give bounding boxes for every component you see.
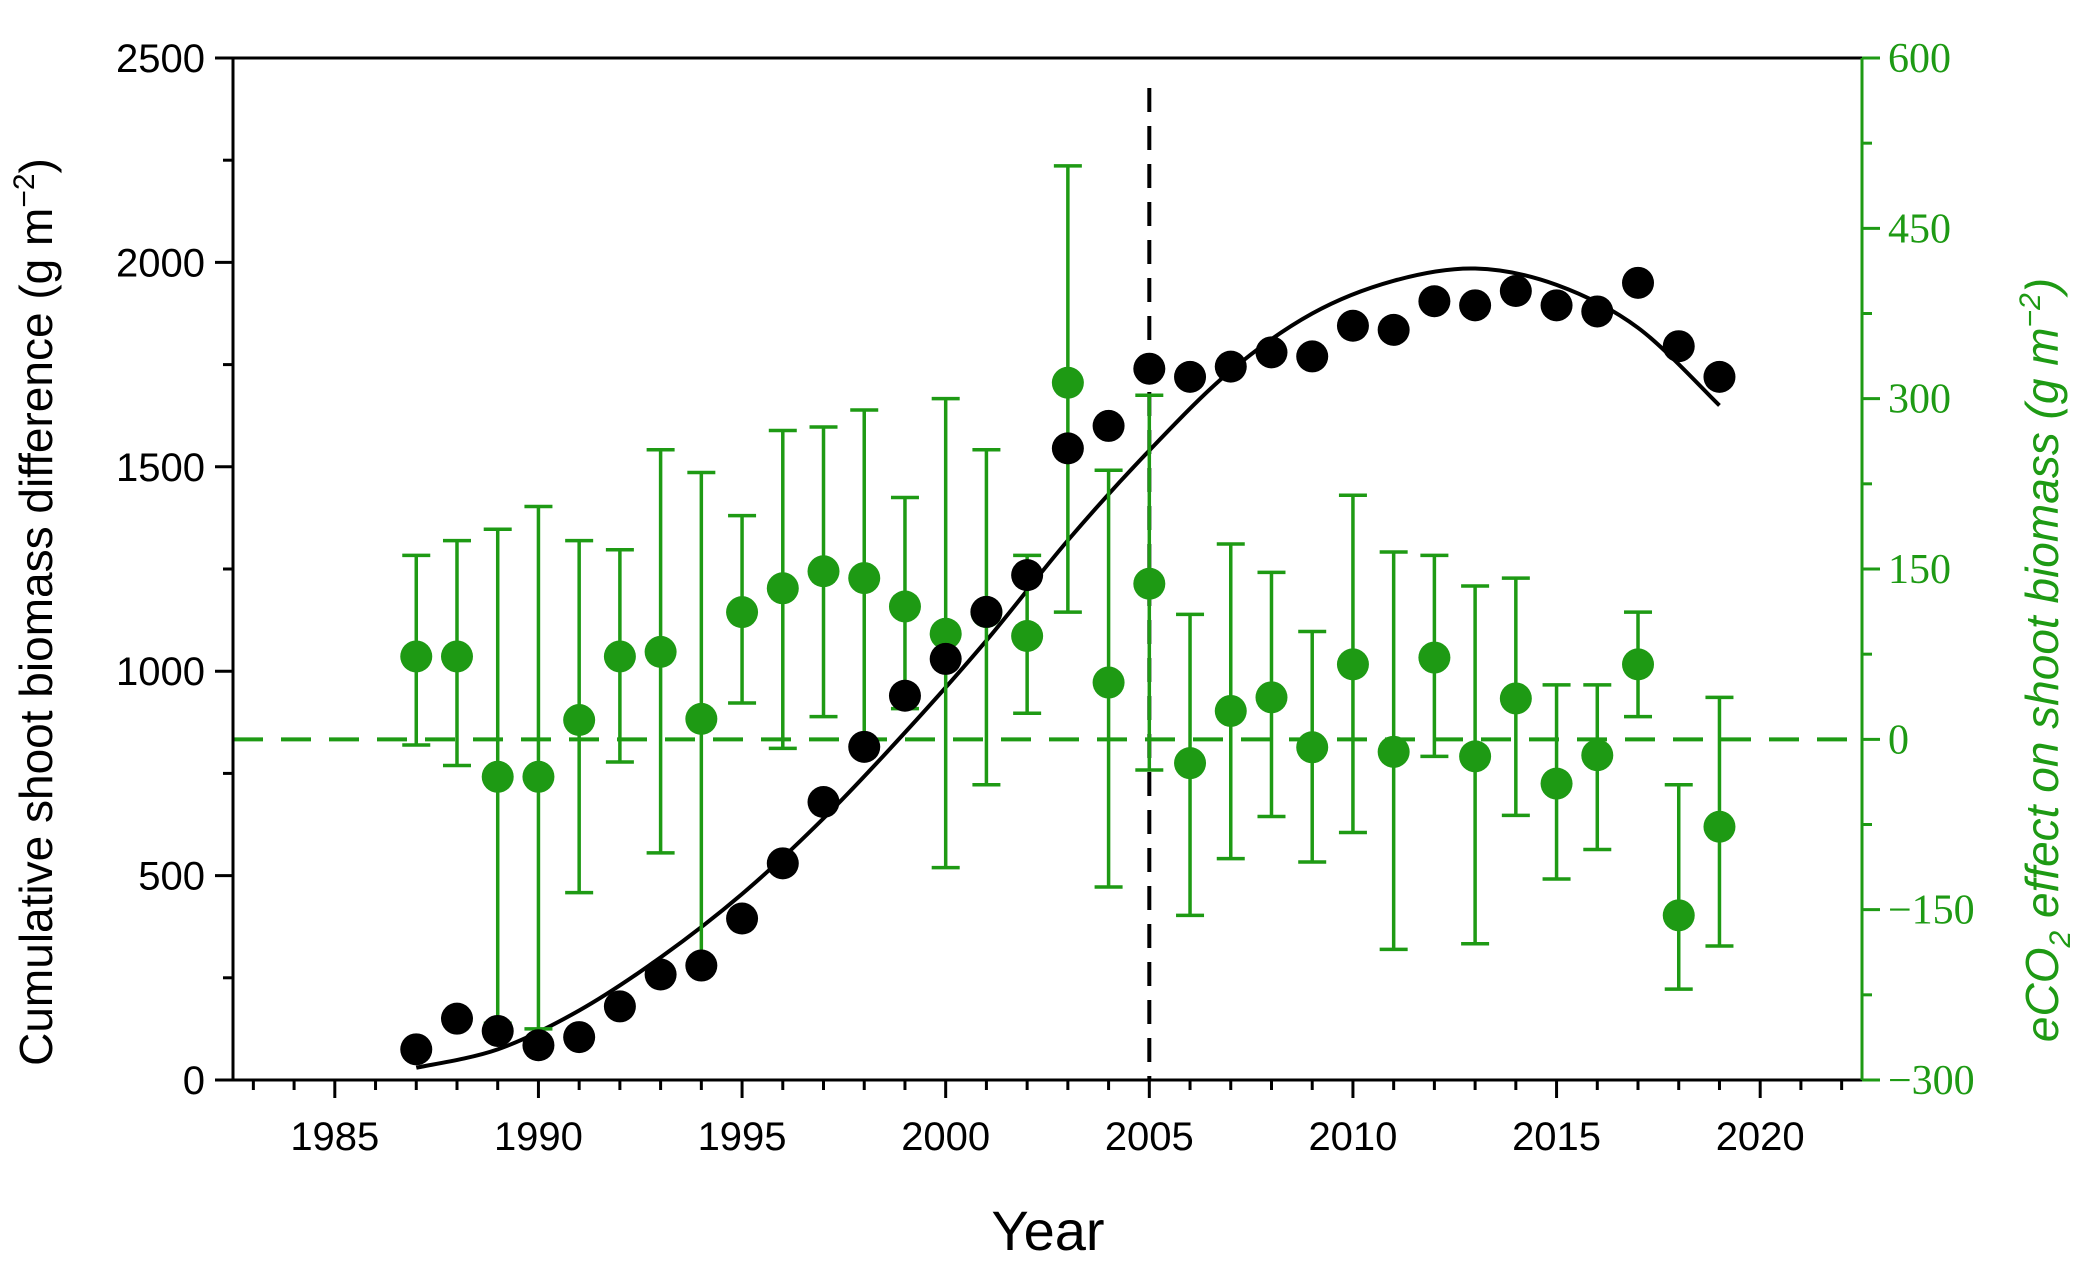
reference-lines-layer (233, 88, 1862, 1080)
eco2-point (848, 562, 881, 595)
x-tick-label: 2005 (1105, 1115, 1194, 1159)
y-tick-label: 0 (183, 1059, 205, 1103)
cumulative-point (807, 786, 840, 819)
y-tick-label: 2000 (116, 241, 205, 285)
cumulative-point (1255, 336, 1288, 369)
eco2-point (1336, 648, 1369, 681)
eco2-point (1377, 735, 1410, 768)
cumulative-point (522, 1029, 555, 1062)
eco2-point (1133, 567, 1166, 600)
x-tick-label: 2010 (1308, 1115, 1397, 1159)
eco2-point (440, 640, 473, 673)
cumulative-point (1540, 289, 1573, 322)
eco2-point (685, 702, 718, 735)
eco2-point (1255, 681, 1288, 714)
cumulative-point (1296, 340, 1329, 373)
eco2-point (1051, 366, 1084, 399)
cumulative-point (563, 1021, 596, 1054)
eco2-point (1459, 740, 1492, 773)
eco2-series-layer (400, 164, 1736, 1031)
eco2-point (807, 555, 840, 588)
cumulative-point (603, 990, 636, 1023)
cumulative-point (1459, 289, 1492, 322)
cumulative-point (766, 847, 799, 880)
cumulative-point (1051, 432, 1084, 465)
eco2-point (603, 640, 636, 673)
cumulative-point (1377, 313, 1410, 346)
cumulative-point (726, 902, 759, 935)
cumulative-point (929, 642, 962, 675)
eco2-point (1703, 810, 1736, 843)
y2-tick-label: 600 (1888, 36, 1951, 82)
cumulative-point (440, 1002, 473, 1035)
y2-tick-label: 150 (1888, 547, 1951, 593)
y2-tick-label: 0 (1888, 717, 1909, 763)
cumulative-point (400, 1033, 433, 1066)
cumulative-point (644, 958, 677, 991)
eco2-point (1296, 731, 1329, 764)
x-tick-label: 1985 (290, 1115, 379, 1159)
cumulative-point (1214, 350, 1247, 383)
eco2-point (929, 617, 962, 650)
cumulative-point (1703, 360, 1736, 393)
cumulative-point (1581, 295, 1614, 328)
cumulative-point (1662, 330, 1695, 363)
y2-tick-label: −300 (1888, 1058, 1975, 1104)
eco2-point (1662, 899, 1695, 932)
y-tick-label: 1500 (116, 446, 205, 490)
y2-axis-title: eCO2 effect on shoot biomass (g m−2) (2014, 278, 2077, 1042)
y2-tick-label: −150 (1888, 888, 1975, 934)
cumulative-point (1174, 360, 1207, 393)
eco2-point (1011, 619, 1044, 652)
eco2-point (1092, 666, 1125, 699)
axis-labels-layer: Year Cumulative shoot biomass difference… (8, 158, 2077, 1262)
cumulative-point (970, 595, 1003, 628)
cumulative-point (685, 949, 718, 982)
eco2-point (1581, 739, 1614, 772)
cumulative-point (481, 1014, 514, 1047)
x-tick-label: 2020 (1716, 1115, 1805, 1159)
cumulative-point (1011, 559, 1044, 592)
cumulative-point (1092, 409, 1125, 442)
cumulative-point (888, 679, 921, 712)
eco2-point (563, 704, 596, 737)
eco2-point (1540, 767, 1573, 800)
eco2-point (400, 640, 433, 673)
eco2-point (766, 572, 799, 605)
cumulative-point (1336, 309, 1369, 342)
eco2-point (1214, 694, 1247, 727)
eco2-point (726, 596, 759, 629)
y-tick-label: 1000 (116, 650, 205, 694)
x-tick-label: 2015 (1512, 1115, 1601, 1159)
eco2-point (1418, 641, 1451, 674)
eco2-point (888, 590, 921, 623)
cumulative-point (1133, 352, 1166, 385)
eco2-point (1174, 747, 1207, 780)
cumulative-point (1622, 266, 1655, 299)
eco2-point (1499, 682, 1532, 715)
y2-tick-label: 300 (1888, 377, 1951, 423)
eco2-point (1622, 648, 1655, 681)
x-tick-label: 2000 (901, 1115, 990, 1159)
y-tick-label: 500 (138, 855, 205, 899)
cumulative-series-layer (400, 266, 1736, 1066)
cumulative-point (1499, 275, 1532, 308)
cumulative-point (1418, 285, 1451, 318)
x-axis-title: Year (991, 1199, 1104, 1262)
eco2-point (522, 760, 555, 793)
y-axis-title: Cumulative shoot biomass difference (g m… (8, 158, 62, 1066)
eco2-point (644, 635, 677, 668)
eco2-point (481, 760, 514, 793)
x-tick-label: 1995 (698, 1115, 787, 1159)
y2-tick-label: 450 (1888, 206, 1951, 252)
y-tick-label: 2500 (116, 37, 205, 81)
axes-layer: 1985 1990 1995 2000 2005 2010 2015 2020 0 500 1000… (116, 36, 1975, 1159)
cumulative-point (848, 730, 881, 763)
x-tick-label: 1990 (494, 1115, 583, 1159)
